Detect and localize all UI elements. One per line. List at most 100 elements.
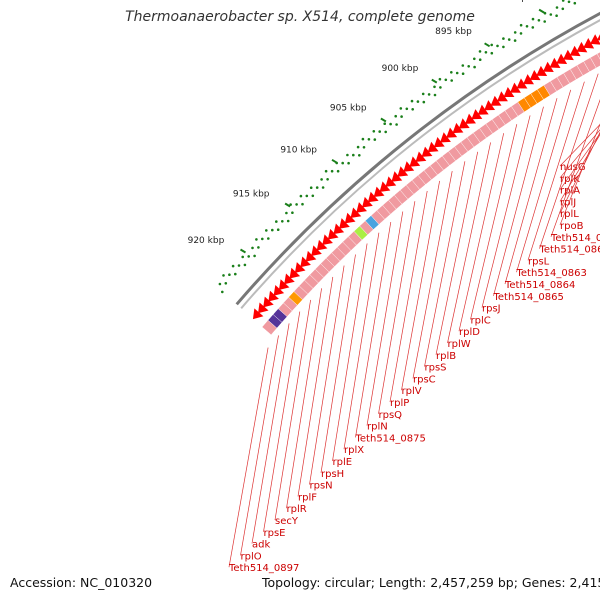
feature-label: Teth514_0875 [355, 433, 426, 444]
gc-dot [378, 130, 382, 133]
gc-dot [416, 100, 420, 103]
gc-dot [320, 178, 323, 181]
gc-dot [372, 130, 376, 133]
cds-arrow [590, 34, 600, 45]
gc-dot [347, 161, 350, 165]
leader-line [366, 211, 404, 426]
gc-dot [573, 1, 577, 5]
cds-arrow [458, 118, 470, 129]
leader-line [378, 201, 416, 414]
ruler-tick [239, 248, 247, 254]
cds-arrow [311, 245, 322, 257]
feature-label: rpsL [528, 256, 550, 267]
gc-dot [421, 92, 425, 96]
gc-dot [537, 19, 541, 22]
ruler-tick [538, 8, 545, 14]
cds-arrow [362, 196, 373, 208]
feature-label: Teth514_0863 [516, 268, 587, 279]
cds-arrow [327, 228, 339, 240]
gc-dot [531, 17, 535, 21]
leader-line [389, 190, 428, 403]
leader-line [401, 180, 440, 391]
cds-arrow [446, 127, 458, 138]
gc-dot [450, 79, 454, 82]
cds-arrow [258, 302, 269, 314]
feature-label: rpsE [264, 528, 286, 539]
gc-dot [519, 32, 523, 35]
ruler-tick [331, 158, 338, 164]
cds-arrow [415, 151, 427, 162]
leader-line [240, 335, 279, 556]
gc-dot [394, 114, 398, 118]
gc-dot [356, 145, 360, 149]
cds-arrow [316, 239, 328, 251]
gc-dot [438, 77, 442, 81]
gc-dot [490, 51, 494, 55]
cds-arrow [549, 57, 561, 68]
gc-dot [309, 186, 313, 189]
gc-dot [410, 99, 414, 103]
cds-arrow [278, 279, 290, 290]
cds-arrow [421, 146, 433, 157]
leader-line [309, 265, 345, 485]
leader-line [527, 81, 585, 261]
backbone-inner [240, 19, 600, 309]
cds-arrow [556, 53, 568, 65]
cds-arrow [409, 156, 421, 167]
leader-line [286, 288, 322, 509]
cds-arrow [569, 45, 581, 57]
cds-arrow [294, 262, 306, 273]
gc-dot [265, 229, 268, 232]
cds-arrow [305, 250, 317, 262]
gc-dot [478, 50, 482, 53]
ruler-track: 890 kbp 895 kbp 900 kbp 905 kbp 910 kbp 915 k… [188, 0, 545, 254]
leader-line [493, 106, 544, 296]
feature-label: rplW [448, 339, 471, 350]
gc-dot [224, 282, 228, 285]
gc-dot [439, 86, 442, 89]
cds-arrow [403, 161, 415, 172]
gc-dot [543, 20, 546, 23]
feature-label: rplK [560, 174, 580, 185]
gc-dot [411, 108, 415, 111]
cds-arrow [471, 109, 483, 120]
ruler-label: 890 kbp [490, 0, 527, 3]
gc-dot [427, 93, 431, 96]
gc-dot [478, 58, 482, 61]
gc-dot [253, 254, 256, 258]
cds-arrow [484, 100, 496, 111]
gc-dot [531, 26, 535, 29]
ruler-label: 900 kbp [382, 64, 419, 74]
leader-line [504, 98, 558, 285]
gc-dot [231, 264, 235, 268]
gc-dot [285, 211, 288, 215]
ruler-tick [431, 78, 438, 84]
ruler-tick [380, 117, 387, 123]
leader-line [470, 124, 518, 320]
gc-dot [444, 78, 448, 82]
cds-arrow [497, 91, 508, 102]
gc-dot [455, 71, 459, 75]
leader-line [559, 132, 600, 190]
ruler-tick [484, 42, 491, 48]
gc-dot [496, 44, 499, 48]
gc-dot [389, 122, 392, 126]
leader-line [447, 142, 491, 344]
leader-line [263, 311, 301, 532]
gc-dot [301, 202, 304, 206]
feature-label: rplA [560, 186, 580, 197]
gc-dot [461, 64, 465, 67]
leader-line [539, 73, 599, 249]
leader-line [481, 115, 531, 308]
gc-dot [461, 72, 465, 75]
genome-summary-text: Topology: circular; Length: 2,457,259 bp… [262, 575, 600, 590]
cds-arrow [284, 273, 295, 285]
gc-dot [295, 203, 298, 206]
gc-dot [507, 38, 511, 41]
cds-arrow [322, 234, 333, 245]
cds-arrow [339, 218, 350, 229]
cds-arrow [391, 171, 403, 182]
feature-label: rplP [390, 398, 409, 409]
gc-dot [555, 14, 558, 17]
leader-line [435, 151, 479, 355]
